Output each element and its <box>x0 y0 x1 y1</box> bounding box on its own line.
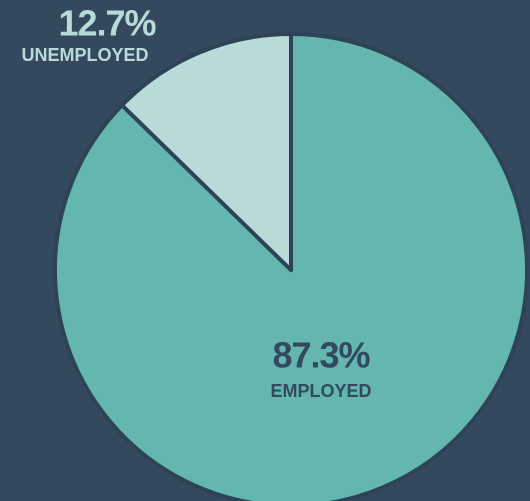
value-label: 12.7% <box>58 3 156 44</box>
pie-slice <box>120 32 293 272</box>
category-label: EMPLOYED <box>270 381 371 401</box>
category-label: UNEMPLOYED <box>21 45 148 65</box>
value-label: 87.3% <box>272 335 370 376</box>
